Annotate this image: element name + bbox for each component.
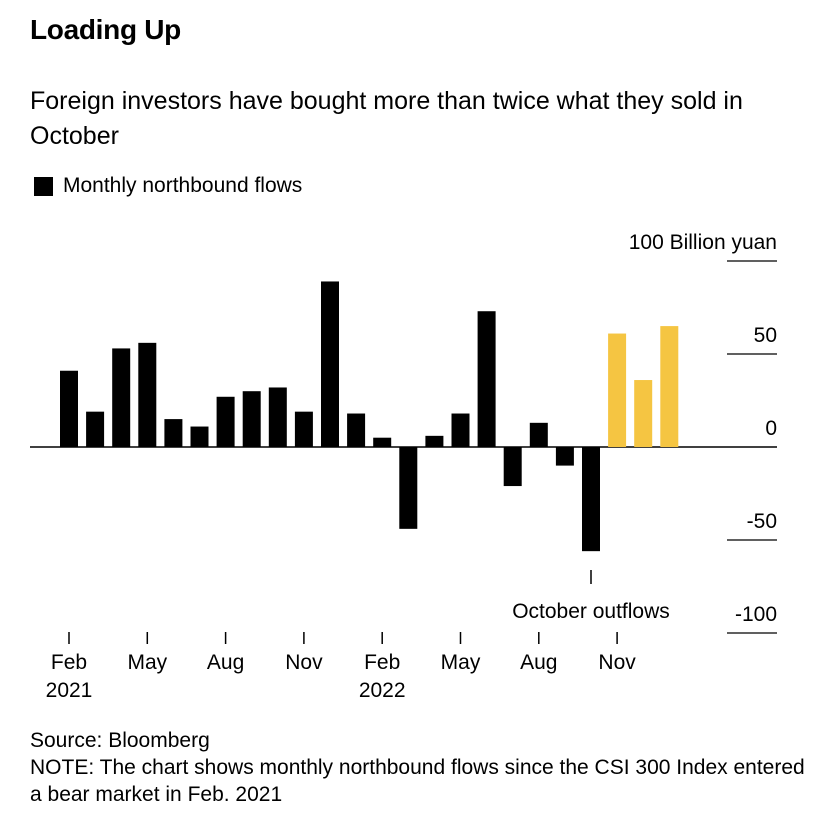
bar xyxy=(190,426,209,447)
bar xyxy=(477,311,496,447)
bar xyxy=(529,422,548,447)
bar xyxy=(138,342,157,447)
bar xyxy=(321,281,339,447)
annotation-label: October outflows xyxy=(512,600,670,623)
bar xyxy=(608,333,627,447)
bar xyxy=(660,326,679,447)
bar xyxy=(503,447,522,487)
bar xyxy=(425,435,444,447)
bar xyxy=(373,437,392,447)
bar xyxy=(216,396,235,447)
chart-title: Loading Up xyxy=(30,14,181,45)
x-tick-year-label: 2022 xyxy=(359,679,406,702)
y-tick-label: 50 xyxy=(754,324,777,347)
legend-label: Monthly northbound flows xyxy=(63,174,303,197)
x-tick-label: May xyxy=(127,651,167,674)
bar xyxy=(582,447,600,552)
bar xyxy=(634,380,653,447)
legend-swatch xyxy=(34,176,53,196)
x-tick-label: May xyxy=(441,651,481,674)
x-tick-label: Aug xyxy=(520,651,557,674)
x-tick-label: Feb xyxy=(51,651,87,674)
bar xyxy=(86,411,105,447)
bar xyxy=(242,391,261,447)
bar xyxy=(60,370,78,447)
source-text: Source: Bloomberg xyxy=(30,729,210,752)
y-tick-label: 100 Billion yuan xyxy=(629,231,777,254)
y-tick-label: -50 xyxy=(747,510,777,533)
bar xyxy=(347,413,366,447)
x-tick-label: Nov xyxy=(598,651,636,674)
bar xyxy=(399,447,418,529)
bar xyxy=(112,348,131,447)
y-tick-label: -100 xyxy=(735,603,777,626)
x-tick-label: Feb xyxy=(364,651,400,674)
note-text: NOTE: The chart shows monthly northbound… xyxy=(30,756,805,806)
footer: Source: Bloomberg NOTE: The chart shows … xyxy=(30,727,810,808)
chart-subtitle: Foreign investors have bought more than … xyxy=(30,87,743,150)
x-tick-label: Nov xyxy=(285,651,323,674)
y-tick-label: 0 xyxy=(765,417,777,440)
x-tick-year-label: 2021 xyxy=(46,679,93,702)
bar xyxy=(555,447,574,466)
x-tick-label: Aug xyxy=(207,651,244,674)
bar xyxy=(164,419,183,447)
bar xyxy=(268,387,287,447)
bar xyxy=(294,411,313,447)
bar xyxy=(451,413,470,447)
legend: Monthly northbound flows xyxy=(34,174,302,198)
